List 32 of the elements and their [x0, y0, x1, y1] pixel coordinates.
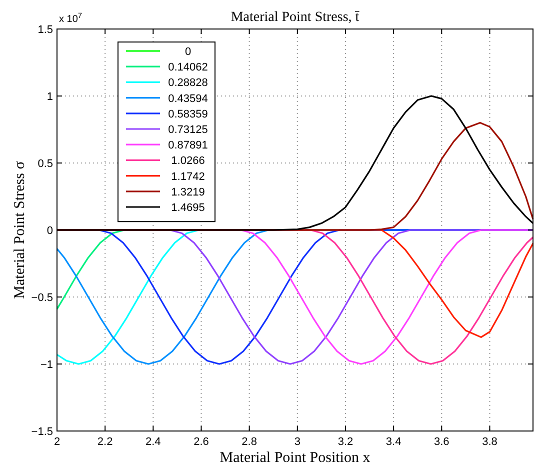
x-tick-label: 3.8 — [482, 436, 498, 448]
legend-label: 1.3219 — [171, 186, 205, 198]
x-tick-label: 3.4 — [386, 436, 402, 448]
legend-label: 1.1742 — [171, 170, 205, 183]
y-tick-label: 1.5 — [38, 24, 53, 36]
legend-label: 0.28828 — [168, 77, 208, 90]
x-tick-label: 3.6 — [434, 436, 450, 448]
x-tick-label: 3.2 — [338, 436, 354, 448]
legend-label: 0 — [184, 46, 192, 58]
x-tick-label: 2.4 — [146, 436, 161, 448]
x-tick-label: 2.6 — [194, 436, 209, 448]
y-tick-label: 1 — [46, 91, 53, 103]
x-tick-label: 2.2 — [97, 436, 113, 448]
legend-label: 1.4695 — [171, 202, 205, 214]
legend-label: 0.14062 — [168, 62, 208, 74]
chart-title: Material Point Stress, t̄ — [230, 10, 360, 25]
y-tick-label: 0 — [46, 225, 53, 237]
legend-label: 0.73125 — [168, 124, 208, 136]
y-tick-label: −1.5 — [31, 426, 53, 438]
legend-label: 0.43594 — [168, 92, 208, 105]
y-axis-title: Material Point Stress σ — [12, 161, 28, 299]
y-tick-label: 0.5 — [38, 158, 53, 170]
x-tick-label: 3 — [294, 436, 300, 448]
legend-label: 0.87891 — [168, 140, 208, 152]
y-tick-label: −0.5 — [31, 292, 53, 304]
x-tick-label: 2 — [54, 436, 60, 448]
text: x 10$^{7}$ — [59, 10, 82, 25]
x-tick-label: 2.8 — [242, 436, 257, 448]
legend-label: 1.0266 — [171, 155, 205, 168]
legend-label: 0.58359 — [168, 108, 208, 120]
x-axis-title: Material Point Position x — [220, 450, 371, 466]
y-tick-label: −1 — [40, 359, 53, 371]
